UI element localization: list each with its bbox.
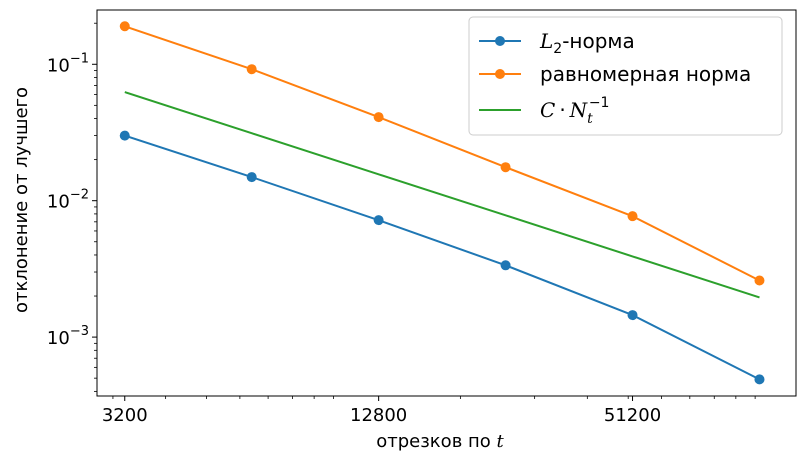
data-point-l2 bbox=[500, 260, 511, 271]
legend-marker-uniform-norm bbox=[495, 69, 505, 79]
x-tick-label: 3200 bbox=[102, 405, 148, 426]
legend-entry-l2-norm: L2-норма bbox=[479, 29, 635, 57]
legend: L2-норма равномерная норма C · Nt−1 bbox=[468, 16, 783, 136]
data-point-l2 bbox=[119, 130, 130, 141]
data-point-l2 bbox=[246, 172, 257, 183]
legend-box bbox=[468, 16, 783, 136]
x-axis: 3200 12800 51200 bbox=[102, 396, 661, 426]
legend-marker-l2-norm bbox=[495, 36, 505, 46]
plot-frame bbox=[96, 9, 797, 397]
data-point-uniform bbox=[119, 21, 130, 32]
y-tick-label: 10−3 bbox=[47, 324, 89, 349]
x-axis-label: отрезков по t bbox=[376, 431, 504, 452]
legend-entry-reference: C · Nt−1 bbox=[479, 95, 609, 127]
data-point-l2 bbox=[754, 374, 765, 385]
data-point-uniform bbox=[627, 211, 638, 222]
series-layer bbox=[119, 21, 765, 385]
y-axis: 10−1 10−2 10−3 bbox=[47, 51, 97, 349]
data-point-l2 bbox=[627, 310, 638, 321]
data-point-uniform bbox=[754, 275, 765, 286]
series-line-ref bbox=[124, 91, 760, 299]
legend-label-reference: C · Nt−1 bbox=[540, 95, 609, 127]
legend-entry-uniform-norm: равномерная норма bbox=[479, 62, 751, 86]
series-line-uniform bbox=[124, 25, 760, 282]
legend-label-uniform-norm: равномерная норма bbox=[540, 62, 751, 86]
data-point-uniform bbox=[246, 64, 257, 75]
y-axis-label: отклонение от лучшего bbox=[11, 87, 32, 313]
x-tick-label: 12800 bbox=[350, 405, 407, 426]
y-tick-label: 10−1 bbox=[47, 51, 89, 76]
minor-ticks bbox=[94, 22, 756, 399]
data-point-l2 bbox=[373, 215, 384, 226]
y-tick-label: 10−2 bbox=[47, 188, 89, 213]
x-tick-label: 51200 bbox=[604, 405, 661, 426]
data-point-uniform bbox=[500, 162, 511, 173]
data-point-uniform bbox=[373, 112, 384, 123]
series-line-l2 bbox=[124, 134, 760, 381]
legend-label-l2-norm: L2-норма bbox=[539, 29, 635, 57]
